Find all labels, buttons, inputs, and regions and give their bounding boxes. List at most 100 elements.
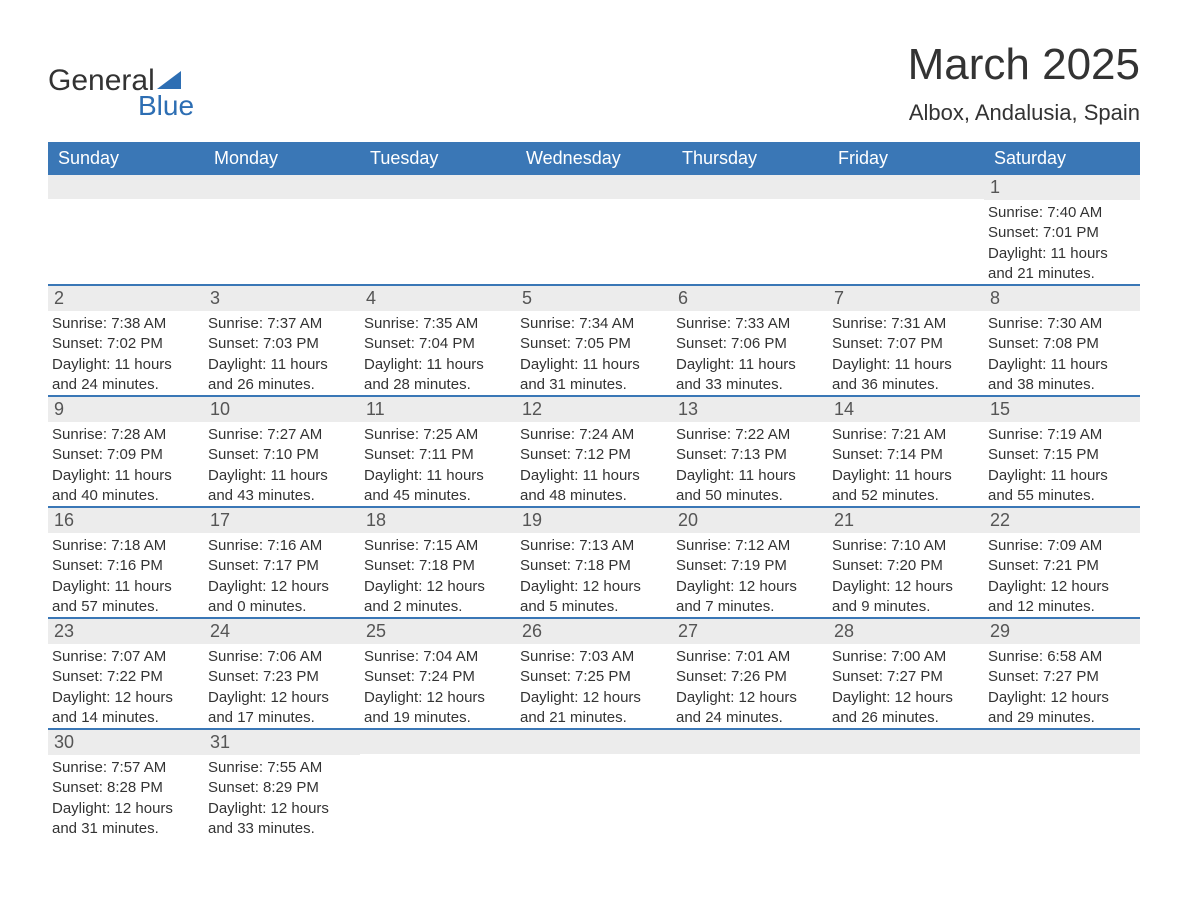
day-sunset: Sunset: 7:09 PM — [52, 445, 200, 465]
day-day1: Daylight: 12 hours — [364, 577, 512, 597]
calendar-cell: 30Sunrise: 7:57 AMSunset: 8:28 PMDayligh… — [48, 729, 204, 839]
day-day2: and 31 minutes. — [520, 375, 668, 395]
logo-triangle-icon — [157, 71, 181, 89]
day-day2: and 31 minutes. — [52, 819, 200, 839]
calendar-cell — [984, 729, 1140, 839]
day-header: Tuesday — [360, 142, 516, 175]
day-sunrise: Sunrise: 7:33 AM — [676, 314, 824, 334]
day-sunrise: Sunrise: 7:18 AM — [52, 536, 200, 556]
calendar-cell: 23Sunrise: 7:07 AMSunset: 7:22 PMDayligh… — [48, 618, 204, 729]
day-number: 2 — [48, 286, 204, 311]
logo: General Blue — [48, 64, 194, 122]
day-info: Sunrise: 7:06 AMSunset: 7:23 PMDaylight:… — [204, 644, 360, 728]
day-info: Sunrise: 7:31 AMSunset: 7:07 PMDaylight:… — [828, 311, 984, 395]
day-number: 22 — [984, 508, 1140, 533]
day-info: Sunrise: 7:40 AMSunset: 7:01 PMDaylight:… — [984, 200, 1140, 284]
day-day2: and 26 minutes. — [208, 375, 356, 395]
day-number: 7 — [828, 286, 984, 311]
day-sunset: Sunset: 7:18 PM — [364, 556, 512, 576]
calendar-cell: 29Sunrise: 6:58 AMSunset: 7:27 PMDayligh… — [984, 618, 1140, 729]
calendar-cell — [516, 729, 672, 839]
day-info: Sunrise: 7:35 AMSunset: 7:04 PMDaylight:… — [360, 311, 516, 395]
day-sunrise: Sunrise: 7:40 AM — [988, 203, 1136, 223]
day-sunrise: Sunrise: 7:12 AM — [676, 536, 824, 556]
day-number — [984, 730, 1140, 754]
day-header: Saturday — [984, 142, 1140, 175]
day-sunrise: Sunrise: 7:57 AM — [52, 758, 200, 778]
day-info: Sunrise: 7:15 AMSunset: 7:18 PMDaylight:… — [360, 533, 516, 617]
header-row: General Blue March 2025 Albox, Andalusia… — [48, 40, 1140, 126]
calendar-week-row: 23Sunrise: 7:07 AMSunset: 7:22 PMDayligh… — [48, 618, 1140, 729]
day-day1: Daylight: 12 hours — [52, 799, 200, 819]
calendar-week-row: 1Sunrise: 7:40 AMSunset: 7:01 PMDaylight… — [48, 175, 1140, 285]
day-number — [204, 175, 360, 199]
calendar-cell: 15Sunrise: 7:19 AMSunset: 7:15 PMDayligh… — [984, 396, 1140, 507]
day-day1: Daylight: 12 hours — [208, 577, 356, 597]
day-sunset: Sunset: 7:10 PM — [208, 445, 356, 465]
day-sunset: Sunset: 7:23 PM — [208, 667, 356, 687]
day-number: 14 — [828, 397, 984, 422]
day-info: Sunrise: 7:28 AMSunset: 7:09 PMDaylight:… — [48, 422, 204, 506]
day-number — [828, 730, 984, 754]
day-day1: Daylight: 12 hours — [520, 577, 668, 597]
day-day2: and 24 minutes. — [676, 708, 824, 728]
calendar-cell: 3Sunrise: 7:37 AMSunset: 7:03 PMDaylight… — [204, 285, 360, 396]
day-sunset: Sunset: 7:13 PM — [676, 445, 824, 465]
day-sunset: Sunset: 7:21 PM — [988, 556, 1136, 576]
day-day1: Daylight: 11 hours — [208, 355, 356, 375]
day-info: Sunrise: 7:00 AMSunset: 7:27 PMDaylight:… — [828, 644, 984, 728]
calendar-cell: 18Sunrise: 7:15 AMSunset: 7:18 PMDayligh… — [360, 507, 516, 618]
day-day1: Daylight: 12 hours — [676, 688, 824, 708]
calendar-cell — [360, 175, 516, 285]
day-day1: Daylight: 12 hours — [988, 688, 1136, 708]
calendar-cell: 8Sunrise: 7:30 AMSunset: 7:08 PMDaylight… — [984, 285, 1140, 396]
day-info: Sunrise: 7:38 AMSunset: 7:02 PMDaylight:… — [48, 311, 204, 395]
day-info: Sunrise: 7:09 AMSunset: 7:21 PMDaylight:… — [984, 533, 1140, 617]
calendar-cell: 5Sunrise: 7:34 AMSunset: 7:05 PMDaylight… — [516, 285, 672, 396]
day-day2: and 48 minutes. — [520, 486, 668, 506]
calendar-cell — [828, 729, 984, 839]
day-sunrise: Sunrise: 7:01 AM — [676, 647, 824, 667]
page-title: March 2025 — [908, 40, 1140, 90]
day-day1: Daylight: 11 hours — [988, 355, 1136, 375]
calendar-cell: 17Sunrise: 7:16 AMSunset: 7:17 PMDayligh… — [204, 507, 360, 618]
title-block: March 2025 Albox, Andalusia, Spain — [908, 40, 1140, 126]
day-number — [672, 730, 828, 754]
day-number: 8 — [984, 286, 1140, 311]
day-sunset: Sunset: 7:05 PM — [520, 334, 668, 354]
day-info: Sunrise: 7:24 AMSunset: 7:12 PMDaylight:… — [516, 422, 672, 506]
day-info: Sunrise: 7:37 AMSunset: 7:03 PMDaylight:… — [204, 311, 360, 395]
day-day1: Daylight: 11 hours — [676, 466, 824, 486]
day-sunrise: Sunrise: 7:15 AM — [364, 536, 512, 556]
day-sunset: Sunset: 7:25 PM — [520, 667, 668, 687]
day-number — [516, 175, 672, 199]
day-header: Sunday — [48, 142, 204, 175]
day-number — [360, 175, 516, 199]
day-sunrise: Sunrise: 7:25 AM — [364, 425, 512, 445]
calendar-cell — [360, 729, 516, 839]
day-number: 3 — [204, 286, 360, 311]
calendar-cell: 22Sunrise: 7:09 AMSunset: 7:21 PMDayligh… — [984, 507, 1140, 618]
day-header: Friday — [828, 142, 984, 175]
calendar-table: Sunday Monday Tuesday Wednesday Thursday… — [48, 142, 1140, 839]
calendar-cell — [672, 729, 828, 839]
day-day1: Daylight: 11 hours — [52, 355, 200, 375]
day-day1: Daylight: 11 hours — [364, 355, 512, 375]
day-day1: Daylight: 12 hours — [832, 577, 980, 597]
day-number: 17 — [204, 508, 360, 533]
calendar-week-row: 30Sunrise: 7:57 AMSunset: 8:28 PMDayligh… — [48, 729, 1140, 839]
calendar-cell: 19Sunrise: 7:13 AMSunset: 7:18 PMDayligh… — [516, 507, 672, 618]
day-day1: Daylight: 12 hours — [832, 688, 980, 708]
day-sunrise: Sunrise: 7:55 AM — [208, 758, 356, 778]
day-sunset: Sunset: 7:14 PM — [832, 445, 980, 465]
day-day2: and 21 minutes. — [988, 264, 1136, 284]
day-number: 29 — [984, 619, 1140, 644]
calendar-week-row: 16Sunrise: 7:18 AMSunset: 7:16 PMDayligh… — [48, 507, 1140, 618]
calendar-cell — [672, 175, 828, 285]
day-sunrise: Sunrise: 7:03 AM — [520, 647, 668, 667]
day-info: Sunrise: 7:16 AMSunset: 7:17 PMDaylight:… — [204, 533, 360, 617]
day-info: Sunrise: 7:27 AMSunset: 7:10 PMDaylight:… — [204, 422, 360, 506]
day-sunrise: Sunrise: 7:38 AM — [52, 314, 200, 334]
calendar-cell: 16Sunrise: 7:18 AMSunset: 7:16 PMDayligh… — [48, 507, 204, 618]
day-day1: Daylight: 11 hours — [208, 466, 356, 486]
